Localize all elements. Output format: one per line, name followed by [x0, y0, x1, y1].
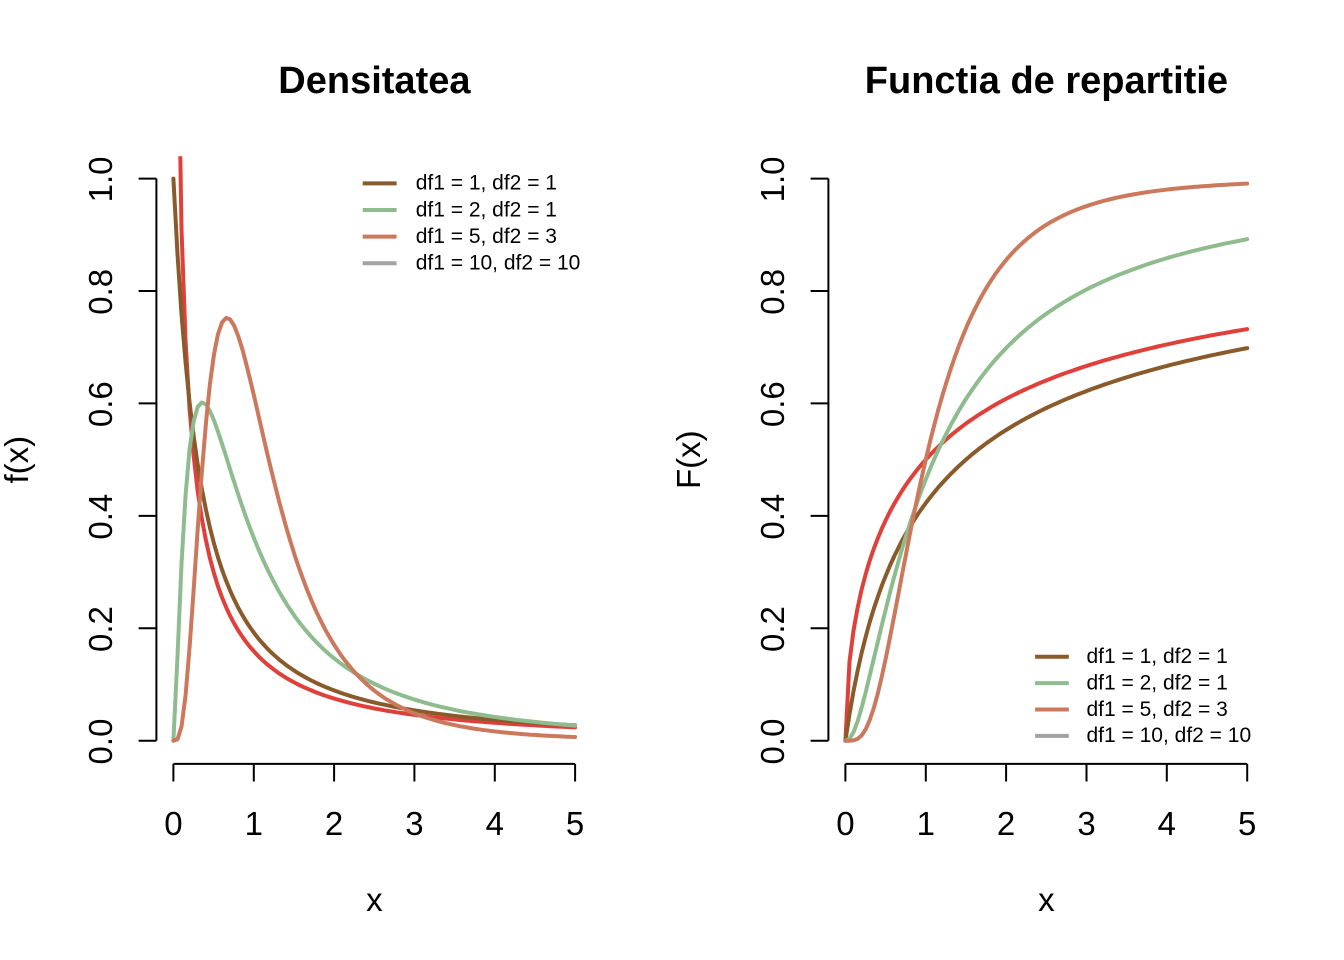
svg-text:0.0: 0.0: [754, 719, 791, 765]
svg-text:df1 = 10, df2 = 10: df1 = 10, df2 = 10: [416, 252, 581, 275]
svg-text:F(x): F(x): [670, 430, 707, 489]
svg-text:1.0: 1.0: [82, 156, 119, 202]
svg-text:0.6: 0.6: [82, 381, 119, 427]
svg-text:3: 3: [1077, 805, 1095, 842]
svg-text:0.8: 0.8: [82, 269, 119, 315]
svg-text:Densitatea: Densitatea: [278, 60, 471, 102]
svg-text:df1 = 2, df2 = 1: df1 = 2, df2 = 1: [1087, 671, 1228, 694]
svg-text:0.0: 0.0: [82, 719, 119, 765]
svg-text:df1 = 5, df2 = 3: df1 = 5, df2 = 3: [416, 225, 557, 248]
svg-text:df1 = 1, df2 = 1: df1 = 1, df2 = 1: [416, 172, 557, 195]
svg-text:0.2: 0.2: [82, 606, 119, 652]
svg-text:df1 = 2, df2 = 1: df1 = 2, df2 = 1: [416, 198, 557, 221]
svg-text:x: x: [1038, 881, 1055, 918]
svg-text:2: 2: [997, 805, 1015, 842]
svg-text:0.4: 0.4: [754, 494, 791, 540]
svg-text:x: x: [366, 881, 383, 918]
svg-text:df1 = 5, df2 = 3: df1 = 5, df2 = 3: [1087, 698, 1228, 721]
svg-text:5: 5: [566, 805, 584, 842]
svg-text:1: 1: [245, 805, 263, 842]
svg-text:4: 4: [1158, 805, 1176, 842]
svg-text:0: 0: [164, 805, 182, 842]
svg-text:0: 0: [836, 805, 854, 842]
svg-text:0.6: 0.6: [754, 381, 791, 427]
svg-text:0.4: 0.4: [82, 494, 119, 540]
svg-text:df1 = 10, df2 = 10: df1 = 10, df2 = 10: [1087, 724, 1252, 747]
svg-text:df1 = 1, df2 = 1: df1 = 1, df2 = 1: [1087, 645, 1228, 668]
svg-text:Functia de repartitie: Functia de repartitie: [865, 60, 1228, 102]
svg-text:1: 1: [917, 805, 935, 842]
svg-text:2: 2: [325, 805, 343, 842]
svg-text:0.2: 0.2: [754, 606, 791, 652]
svg-text:f(x): f(x): [0, 436, 35, 484]
svg-text:5: 5: [1238, 805, 1256, 842]
svg-text:0.8: 0.8: [754, 269, 791, 315]
svg-text:3: 3: [405, 805, 423, 842]
svg-text:4: 4: [486, 805, 504, 842]
svg-text:1.0: 1.0: [754, 156, 791, 202]
